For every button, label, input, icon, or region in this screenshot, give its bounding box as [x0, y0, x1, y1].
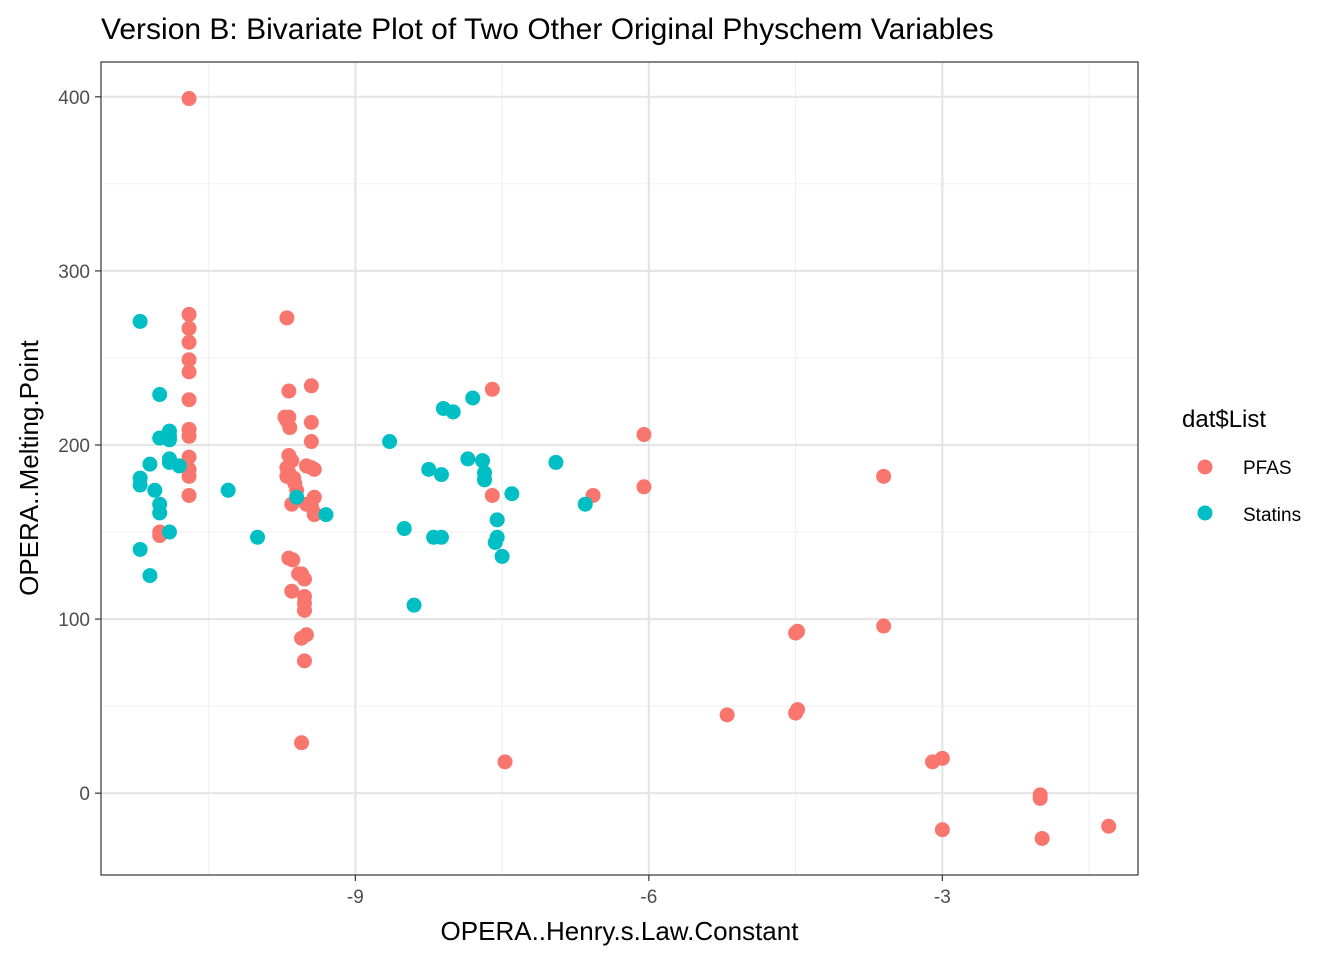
chart-title: Version B: Bivariate Plot of Two Other O… [101, 13, 994, 46]
point-pfas [1101, 818, 1117, 834]
point-statins [147, 482, 163, 498]
point-pfas [306, 507, 322, 523]
point-pfas [285, 552, 301, 568]
x-tick-label: -9 [347, 887, 364, 908]
point-statins [132, 541, 148, 557]
point-statins [161, 524, 177, 540]
y-tick-label: 400 [58, 88, 90, 109]
point-pfas [181, 428, 197, 444]
point-pfas [719, 707, 735, 723]
point-pfas [636, 479, 652, 495]
y-tick-label: 0 [79, 784, 90, 805]
point-pfas [181, 392, 197, 408]
x-tick-label: -6 [640, 887, 657, 908]
legend-key-pfas [1197, 459, 1213, 475]
point-statins [476, 472, 492, 488]
point-pfas [636, 427, 652, 443]
point-statins [132, 313, 148, 329]
point-pfas [303, 378, 319, 394]
point-pfas [934, 822, 950, 838]
point-statins [382, 434, 398, 450]
point-statins [289, 489, 305, 505]
point-pfas [1032, 790, 1048, 806]
point-statins [577, 496, 593, 512]
point-pfas [296, 602, 312, 618]
point-statins [494, 548, 510, 564]
point-pfas [181, 320, 197, 336]
point-pfas [294, 735, 310, 751]
point-statins [406, 597, 422, 613]
data-points [132, 91, 1117, 846]
point-statins [504, 486, 520, 502]
point-pfas [296, 571, 312, 587]
point-statins [220, 482, 236, 498]
point-statins [487, 534, 503, 550]
y-tick-label: 100 [58, 610, 90, 631]
point-pfas [876, 468, 892, 484]
point-statins [396, 521, 412, 537]
point-pfas [934, 750, 950, 766]
point-statins [433, 529, 449, 545]
point-pfas [181, 364, 197, 380]
point-pfas [484, 487, 500, 503]
point-pfas [303, 414, 319, 430]
x-tick-label: -3 [934, 887, 951, 908]
axis-ticks: -9 -6 -3 0 100 200 300 400 [58, 88, 950, 908]
legend-key-statins [1197, 505, 1213, 521]
point-statins [171, 458, 187, 474]
point-pfas [181, 334, 197, 350]
point-statins [152, 505, 168, 521]
point-pfas [181, 449, 197, 465]
point-pfas [181, 487, 197, 503]
point-pfas [1034, 830, 1050, 846]
legend-label-pfas: PFAS [1243, 458, 1292, 479]
point-statins [465, 390, 481, 406]
point-pfas [790, 702, 806, 718]
legend-title: dat$List [1182, 406, 1266, 433]
point-pfas [282, 420, 298, 436]
point-pfas [484, 381, 500, 397]
point-statins [445, 404, 461, 420]
point-statins [489, 512, 505, 528]
point-statins [421, 461, 437, 477]
point-pfas [298, 627, 314, 643]
point-statins [142, 568, 158, 584]
point-pfas [181, 352, 197, 368]
point-pfas [181, 306, 197, 322]
point-statins [161, 432, 177, 448]
point-statins [475, 453, 491, 469]
point-pfas [303, 434, 319, 450]
legend-label-statins: Statins [1243, 505, 1301, 526]
point-pfas [279, 310, 295, 326]
point-statins [250, 529, 266, 545]
plot-panel-border [100, 61, 1139, 876]
point-pfas [181, 468, 197, 484]
point-pfas [181, 91, 197, 107]
point-pfas [876, 618, 892, 634]
point-statins [152, 387, 168, 403]
point-statins [142, 456, 158, 472]
point-pfas [284, 583, 300, 599]
point-pfas [281, 383, 297, 399]
point-pfas [296, 653, 312, 669]
point-pfas [497, 754, 513, 770]
major-gridlines [101, 62, 1138, 875]
x-axis-title: OPERA..Henry.s.Law.Constant [441, 916, 800, 946]
point-pfas [306, 461, 322, 477]
y-axis-title: OPERA..Melting.Point [14, 339, 44, 596]
point-pfas [790, 623, 806, 639]
point-statins [433, 467, 449, 483]
y-tick-label: 300 [58, 262, 90, 283]
minor-gridlines [101, 62, 1138, 875]
point-statins [318, 507, 334, 523]
legend: dat$List PFAS Statins [1182, 406, 1301, 526]
y-tick-label: 200 [58, 436, 90, 457]
point-statins [548, 454, 564, 470]
point-statins [132, 477, 148, 493]
point-statins [460, 451, 476, 467]
